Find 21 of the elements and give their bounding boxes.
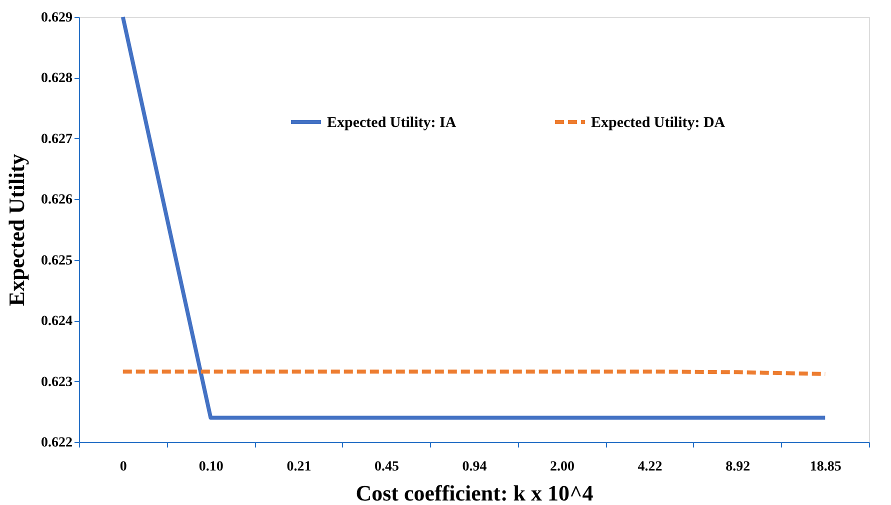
x-tick-label: 2.00 — [550, 460, 575, 474]
legend-label: Expected Utility: IA — [327, 115, 456, 131]
x-axis-title: Cost coefficient: k x 10^4 — [356, 480, 594, 505]
x-tick-label: 0 — [120, 460, 127, 474]
x-tick-label: 0.21 — [286, 460, 312, 474]
x-tick-label: 0.10 — [198, 460, 224, 474]
y-axis-title: Expected Utility — [4, 154, 29, 306]
y-tick-label: 0.628 — [41, 71, 72, 86]
x-tick-label: 0.94 — [462, 460, 487, 474]
x-tick-label: 0.45 — [374, 460, 399, 474]
y-tick-label: 0.629 — [41, 10, 72, 26]
x-tick-label: 8.92 — [726, 460, 750, 474]
y-tick-label: 0.627 — [41, 132, 72, 147]
y-tick-label: 0.623 — [41, 374, 72, 390]
x-tick-label: 4.22 — [638, 460, 662, 474]
y-tick-label: 0.622 — [41, 436, 72, 450]
y-tick-label: 0.625 — [41, 253, 72, 268]
x-tick-label: 18.85 — [810, 460, 842, 474]
y-tick-label: 0.626 — [41, 192, 72, 208]
legend-label: Expected Utility: DA — [591, 115, 726, 131]
y-tick-label: 0.624 — [41, 314, 72, 330]
